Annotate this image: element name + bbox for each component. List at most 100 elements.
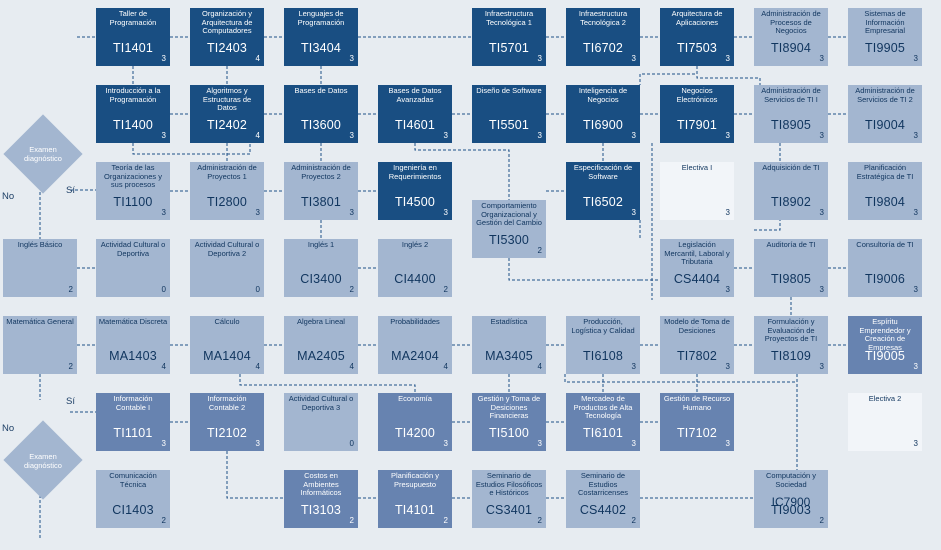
course-code: TI9905	[864, 41, 906, 55]
connector-line	[696, 66, 761, 85]
course-card-ingles-basico[interactable]: Inglés Básico 2	[3, 239, 77, 297]
course-card-ti1100[interactable]: Teoría de las Organizaciones y sus proce…	[96, 162, 170, 220]
course-card-ti4500[interactable]: Ingeniería en Requerimientos TI4500 3	[378, 162, 452, 220]
course-card-ti7503[interactable]: Arquitectura de Aplicaciones TI7503 3	[660, 8, 734, 66]
course-card-ti5100[interactable]: Gestión y Toma de Desiciones Financieras…	[472, 393, 546, 451]
course-card-ma3405[interactable]: Estadística MA3405 4	[472, 316, 546, 374]
course-card-ti6702[interactable]: Infraestructura Tecnológica 2 TI6702 3	[566, 8, 640, 66]
course-card-ma2404[interactable]: Probabilidades MA2404 4	[378, 316, 452, 374]
course-card-electiva1[interactable]: Electiva I 3	[660, 162, 734, 220]
course-card-cs3401[interactable]: Seminario de Estudios Filosóficos e Hist…	[472, 470, 546, 528]
course-card-ti9905[interactable]: Sistemas de Información Empresarial TI990…	[848, 8, 922, 66]
course-card-ma1403[interactable]: Matemática Discreta MA1403 4	[96, 316, 170, 374]
course-code: TI8904	[770, 41, 812, 55]
course-card-act1[interactable]: Actividad Cultural o Deportiva 0	[96, 239, 170, 297]
course-card-act2[interactable]: Actividad Cultural o Deportiva 2 0	[190, 239, 264, 297]
course-card-ti4601[interactable]: Bases de Datos Avanzadas TI4601 3	[378, 85, 452, 143]
course-credits: 2	[349, 285, 354, 294]
course-name: Inglés Básico	[17, 240, 63, 249]
course-credits: 3	[161, 131, 166, 140]
course-credits: 3	[631, 362, 636, 371]
course-card-ma1404[interactable]: Cálculo MA1404 4	[190, 316, 264, 374]
course-name: Cálculo	[214, 317, 240, 326]
course-name: Comportamiento Organizacional y Gestión …	[476, 201, 542, 227]
course-name: Bases de Datos	[294, 86, 348, 95]
connector-line	[564, 374, 797, 383]
course-name: Adquisición de TI	[762, 163, 820, 172]
course-card-ti3103[interactable]: Costos en Ambientes Informáticos TI3103 2	[284, 470, 358, 528]
course-credits: 3	[819, 131, 824, 140]
course-card-ti9804[interactable]: Planificación Estratégica de TI TI9804 3	[848, 162, 922, 220]
course-card-ti4101[interactable]: Planificación y Presupuesto TI4101 2	[378, 470, 452, 528]
course-code: TI4200	[394, 426, 436, 440]
course-card-ti5501[interactable]: Diseño de Software TI5501 3	[472, 85, 546, 143]
course-card-electiva2[interactable]: Electiva 2 3	[848, 393, 922, 451]
course-card-ti2102[interactable]: Información Contable 2 TI2102 3	[190, 393, 264, 451]
course-card-ti2402[interactable]: Algoritmos y Estructuras de Datos TI2402 4	[190, 85, 264, 143]
course-credits: 3	[913, 131, 918, 140]
course-card-ti8109[interactable]: Formulación y Evaluación de Proyectos de…	[754, 316, 828, 374]
course-code: TI4500	[394, 195, 436, 209]
course-credits: 3	[725, 131, 730, 140]
course-card-mat-general[interactable]: Matemática General 2	[3, 316, 77, 374]
course-card-ci1403[interactable]: Comunicación Técnica CI1403 2	[96, 470, 170, 528]
course-code: TI5701	[488, 41, 530, 55]
course-credits: 2	[161, 516, 166, 525]
course-card-ti7802[interactable]: Modelo de Toma de Desiciones TI7802 3	[660, 316, 734, 374]
course-card-ti9005[interactable]: Espíritu Emprendedor y Creación de Empre…	[848, 316, 922, 374]
course-code: TI6502	[582, 195, 624, 209]
course-credits: 2	[68, 285, 73, 294]
course-card-ti1401[interactable]: Taller de Programación TI1401 3	[96, 8, 170, 66]
course-card-ti8905[interactable]: Administración de Servicios de TI I TI890…	[754, 85, 828, 143]
course-card-ti2403[interactable]: Organización y Arquitectura de Computado…	[190, 8, 264, 66]
course-code: TI3103	[300, 503, 342, 517]
course-credits: 2	[349, 516, 354, 525]
course-card-ti5300[interactable]: Comportamiento Organizacional y Gestión …	[472, 200, 546, 258]
course-card-act3[interactable]: Actividad Cultural o Deportiva 3 0	[284, 393, 358, 451]
course-card-cs4402[interactable]: Seminario de Estudios Costarricenses CS44…	[566, 470, 640, 528]
course-card-ti6101[interactable]: Mercadeo de Productos de Alta Tecnología…	[566, 393, 640, 451]
course-name: Producción, Logística y Calidad	[571, 317, 635, 335]
course-card-ti8904[interactable]: Administración de Procesos de Negocios TI…	[754, 8, 828, 66]
course-credits: 3	[161, 439, 166, 448]
course-card-ic7900[interactable]: Computación y Sociedad IC7900 TI9003 2	[754, 470, 828, 528]
connector-line	[639, 66, 698, 85]
course-card-ti5701[interactable]: Infraestructura Tecnológica 1 TI5701 3	[472, 8, 546, 66]
course-credits: 3	[443, 131, 448, 140]
course-card-ti6900[interactable]: Inteligencia de Negocios TI6900 3	[566, 85, 640, 143]
course-card-ti6108[interactable]: Producción, Logística y Calidad TI6108 3	[566, 316, 640, 374]
course-credits: 4	[537, 362, 542, 371]
course-credits: 3	[443, 439, 448, 448]
course-card-ci3400[interactable]: Inglés 1 CI3400 2	[284, 239, 358, 297]
course-credits: 3	[349, 131, 354, 140]
course-card-ti3801[interactable]: Administración de Proyectos 2 TI3801 3	[284, 162, 358, 220]
course-name: Mercadeo de Productos de Alta Tecnología	[573, 394, 633, 420]
course-card-ti3600[interactable]: Bases de Datos TI3600 3	[284, 85, 358, 143]
course-card-ti7102[interactable]: Gestión de Recurso Humano TI7102 3	[660, 393, 734, 451]
course-card-ti3404[interactable]: Lenguajes de Programación TI3404 3	[284, 8, 358, 66]
course-card-ti1400[interactable]: Introducción a la Programación TI1400 3	[96, 85, 170, 143]
course-name: Planificación y Presupuesto	[391, 471, 439, 489]
course-card-ti7901[interactable]: Negocios Electrónicos TI7901 3	[660, 85, 734, 143]
course-name: Infraestructura Tecnológica 1	[484, 9, 534, 27]
course-name: Inglés 2	[401, 240, 429, 249]
course-name: Inteligencia de Negocios	[578, 86, 628, 104]
course-card-ti4200[interactable]: Economía TI4200 3	[378, 393, 452, 451]
course-card-ti8902[interactable]: Adquisición de TI TI8902 3	[754, 162, 828, 220]
course-card-ti1101[interactable]: Información Contable I TI1101 3	[96, 393, 170, 451]
course-card-cs4404[interactable]: Legislación Mercantil, Laboral y Tributa…	[660, 239, 734, 297]
course-card-ti2800[interactable]: Administración de Proyectos 1 TI2800 3	[190, 162, 264, 220]
course-credits: 3	[913, 439, 918, 448]
course-card-ci4400[interactable]: Inglés 2 CI4400 2	[378, 239, 452, 297]
course-code: TI2102	[206, 426, 248, 440]
course-card-ma2405[interactable]: Algebra Lineal MA2405 4	[284, 316, 358, 374]
course-name: Introducción a la Programación	[105, 86, 161, 104]
connector-line	[226, 451, 284, 499]
course-card-ti6502[interactable]: Especificación de Software TI6502 3	[566, 162, 640, 220]
course-card-ti9006[interactable]: Consultoría de TI TI9006 3	[848, 239, 922, 297]
course-credits: 3	[819, 208, 824, 217]
course-card-ti9004[interactable]: Administración de Servicios de TI 2 TI900…	[848, 85, 922, 143]
course-card-ti9805[interactable]: Auditoría de TI TI9805 3	[754, 239, 828, 297]
course-credits: 2	[819, 516, 824, 525]
